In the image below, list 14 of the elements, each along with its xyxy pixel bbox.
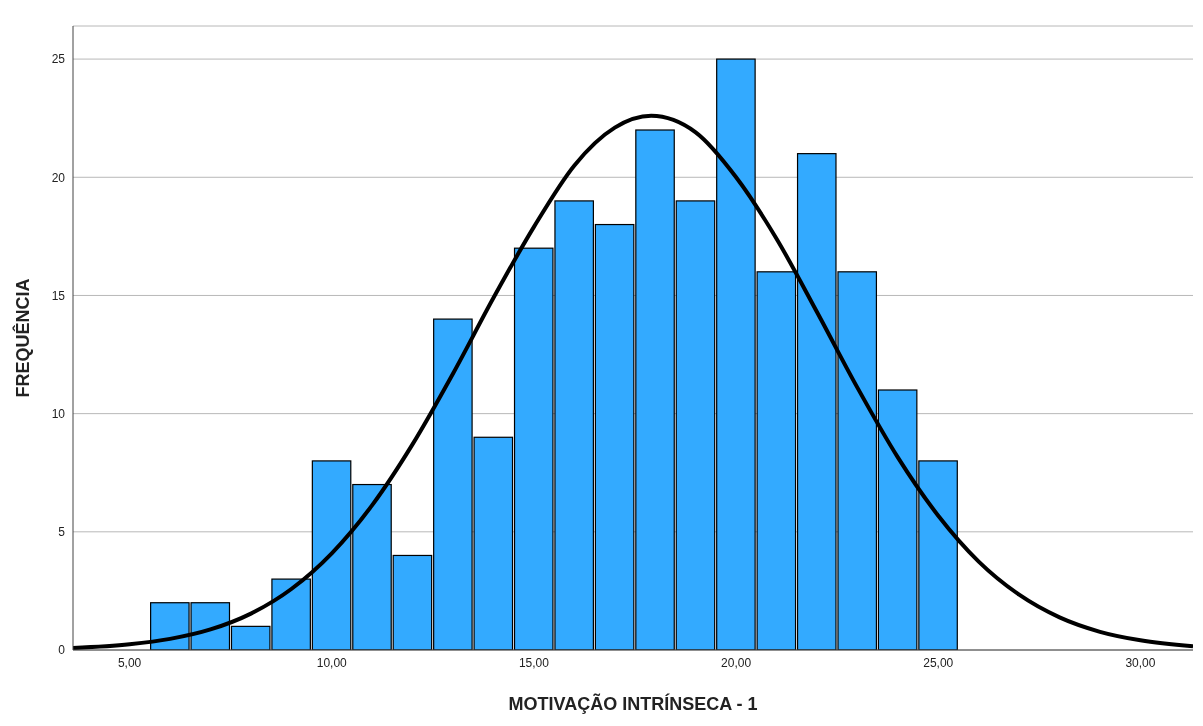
x-tick-label: 30,00 (1125, 655, 1156, 670)
y-axis-title: FREQUÊNCIA (12, 278, 34, 398)
y-tick-label: 5 (58, 525, 66, 540)
y-tick-label: 20 (51, 170, 66, 185)
y-tick-label: 10 (51, 406, 66, 421)
x-tick-label: 15,00 (518, 655, 550, 670)
x-axis-title: MOTIVAÇÃO INTRÍNSECA - 1 (508, 693, 758, 714)
x-tick-label: 20,00 (721, 655, 752, 670)
x-tick-label: 25,00 (923, 655, 954, 670)
y-tick-label: 25 (51, 52, 66, 67)
y-tick-label: 15 (51, 288, 66, 303)
y-tick-label: 0 (58, 643, 66, 658)
x-tick-label: 5,00 (117, 655, 142, 670)
x-tick-label: 10,00 (316, 655, 348, 670)
